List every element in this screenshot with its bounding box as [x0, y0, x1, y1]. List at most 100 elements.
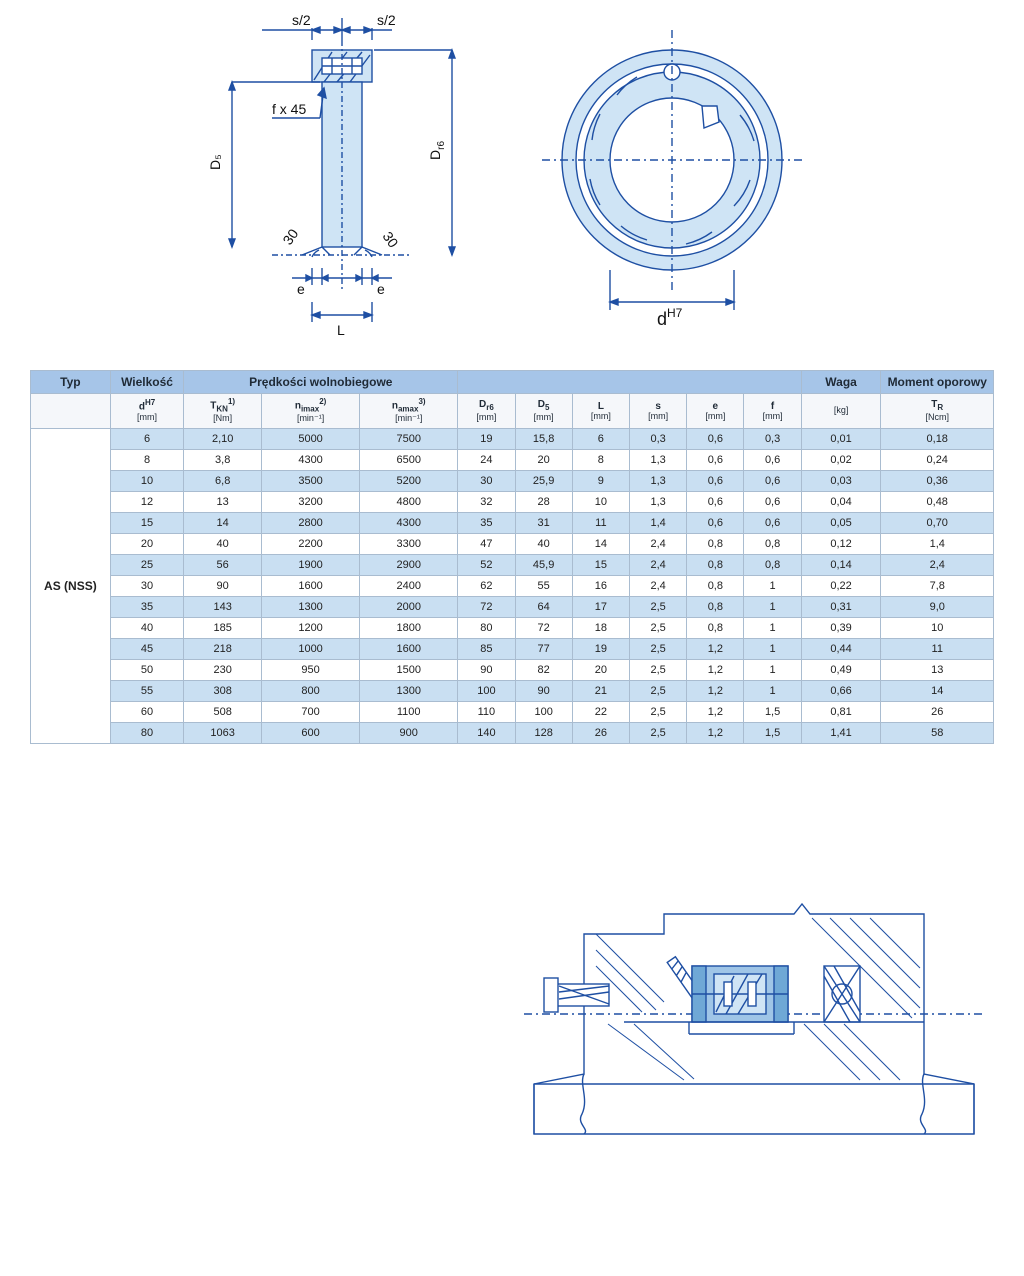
cell: 25	[110, 555, 184, 576]
cell: 72	[515, 618, 572, 639]
cell: 31	[515, 513, 572, 534]
cell: 0,6	[687, 471, 744, 492]
cell: 35	[110, 597, 184, 618]
cell: 13	[881, 660, 994, 681]
th-sub: dH7[mm]	[110, 394, 184, 429]
cell: 1,3	[629, 450, 686, 471]
cell: 1,2	[687, 681, 744, 702]
cell: 72	[458, 597, 515, 618]
cell: 56	[184, 555, 262, 576]
cell: 60	[110, 702, 184, 723]
cell: 7,8	[881, 576, 994, 597]
cell: 0,3	[744, 429, 801, 450]
label-s2-left: s/2	[292, 12, 311, 28]
section-drawing-icon: s/2 s/2 f x 45 D₅ Dr6 30 30 e e L	[202, 10, 482, 360]
cell: 0,8	[687, 555, 744, 576]
cell: 900	[360, 723, 458, 744]
th-sub: [kg]	[801, 394, 881, 429]
cell: 52	[458, 555, 515, 576]
cell: 85	[458, 639, 515, 660]
cell: 13	[184, 492, 262, 513]
cell: 950	[262, 660, 360, 681]
cell: 40	[184, 534, 262, 555]
th-sub: f[mm]	[744, 394, 801, 429]
cell: 100	[515, 702, 572, 723]
cell: 14	[881, 681, 994, 702]
cell: 2,4	[881, 555, 994, 576]
cell: 80	[110, 723, 184, 744]
th-sub: D5[mm]	[515, 394, 572, 429]
cell: 1,3	[629, 471, 686, 492]
cell: 2,5	[629, 681, 686, 702]
cell: 0,01	[801, 429, 881, 450]
cell: 0,24	[881, 450, 994, 471]
cell: 1,2	[687, 660, 744, 681]
cell: 1,2	[687, 723, 744, 744]
cell: 28	[515, 492, 572, 513]
cell: 0,03	[801, 471, 881, 492]
table-row: 605087001100110100222,51,21,50,8126	[31, 702, 994, 723]
cell: 0,49	[801, 660, 881, 681]
cell: 22	[572, 702, 629, 723]
table-row: AS (NSS)62,10500075001915,860,30,60,30,0…	[31, 429, 994, 450]
table-row: 83,843006500242081,30,60,60,020,24	[31, 450, 994, 471]
label-fx45: f x 45	[272, 101, 306, 117]
label-dh7: dH7	[657, 306, 683, 329]
label-e-left: e	[297, 281, 305, 297]
cell: 5000	[262, 429, 360, 450]
cell: 1,4	[881, 534, 994, 555]
cell: 508	[184, 702, 262, 723]
cell: 2400	[360, 576, 458, 597]
cell: 2,10	[184, 429, 262, 450]
cell: 1300	[360, 681, 458, 702]
cell: 1800	[360, 618, 458, 639]
cell: 0,3	[629, 429, 686, 450]
cell: 2,4	[629, 576, 686, 597]
cell: 15	[110, 513, 184, 534]
cell: 1500	[360, 660, 458, 681]
cell: 15	[572, 555, 629, 576]
cell: 45	[110, 639, 184, 660]
cell: 14	[572, 534, 629, 555]
cell: 10	[110, 471, 184, 492]
th-sub: namax3)[min⁻¹]	[360, 394, 458, 429]
cell: 1	[744, 639, 801, 660]
cell: 0,39	[801, 618, 881, 639]
cell: 0,04	[801, 492, 881, 513]
spec-table: Typ Wielkość Prędkości wolnobiegowe Waga…	[30, 370, 994, 744]
cell: 0,31	[801, 597, 881, 618]
cell: 1	[744, 660, 801, 681]
cell: 5200	[360, 471, 458, 492]
cell: 2900	[360, 555, 458, 576]
cell: 0,36	[881, 471, 994, 492]
type-cell: AS (NSS)	[31, 429, 111, 744]
cell: 1,2	[687, 702, 744, 723]
cell: 2,5	[629, 639, 686, 660]
page: s/2 s/2 f x 45 D₅ Dr6 30 30 e e L	[0, 0, 1024, 1164]
data-table-container: Typ Wielkość Prędkości wolnobiegowe Waga…	[0, 370, 1024, 744]
label-e-right: e	[377, 281, 385, 297]
cell: 0,6	[687, 492, 744, 513]
cell: 9,0	[881, 597, 994, 618]
cell: 50	[110, 660, 184, 681]
cell: 0,18	[881, 429, 994, 450]
cell: 2800	[262, 513, 360, 534]
cell: 40	[110, 618, 184, 639]
cell: 1	[744, 681, 801, 702]
cell: 26	[881, 702, 994, 723]
cell: 0,22	[801, 576, 881, 597]
table-row: 801063600900140128262,51,21,51,4158	[31, 723, 994, 744]
cell: 1,4	[629, 513, 686, 534]
cell: 143	[184, 597, 262, 618]
label-30-right: 30	[380, 229, 402, 251]
table-row: 2040220033004740142,40,80,80,121,4	[31, 534, 994, 555]
cell: 80	[458, 618, 515, 639]
table-row: 55308800130010090212,51,210,6614	[31, 681, 994, 702]
cell: 10	[572, 492, 629, 513]
cell: 2,4	[629, 534, 686, 555]
cell: 0,8	[744, 534, 801, 555]
cell: 62	[458, 576, 515, 597]
cell: 25,9	[515, 471, 572, 492]
cell: 2,5	[629, 702, 686, 723]
cell: 10	[881, 618, 994, 639]
